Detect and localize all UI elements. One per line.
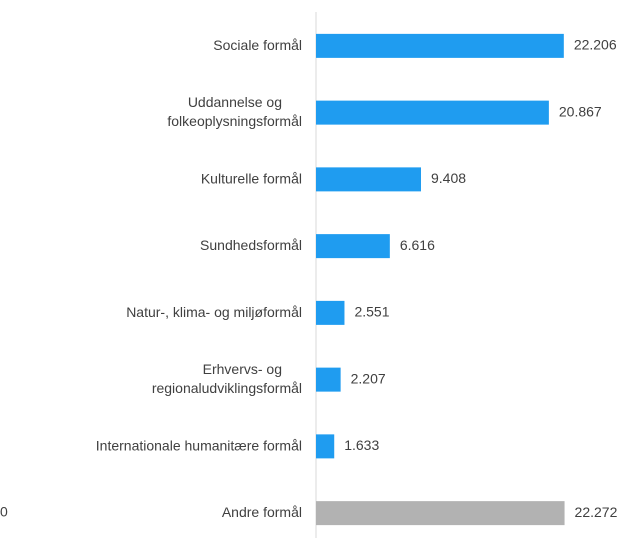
bar — [316, 167, 421, 192]
label-line: folkeoplysningsformål — [167, 113, 302, 129]
bar — [316, 33, 564, 58]
label-line: Erhvervs- og — [203, 361, 282, 377]
y-tick-label: Internationale humanitære formål — [96, 437, 302, 453]
label-line: Sociale formål — [213, 37, 302, 53]
bar — [316, 234, 390, 259]
y-tick-label: Natur-, klima- og miljøformål — [126, 304, 302, 320]
value-label: 2.551 — [354, 304, 389, 320]
y-tick-label: Uddannelse og folkeoplysningsformål — [167, 94, 302, 129]
label-line: Natur-, klima- og miljøformål — [126, 304, 302, 320]
annotation: 0 — [0, 504, 8, 520]
label-line: Internationale humanitære formål — [96, 437, 302, 453]
value-label: 9.408 — [431, 170, 466, 186]
label-line: regionaludviklingsformål — [152, 380, 302, 396]
y-tick-label: Erhvervs- og regionaludviklingsformål — [152, 361, 302, 396]
bar — [316, 100, 549, 125]
bar — [316, 434, 335, 459]
label-line: Sundhedsformål — [200, 237, 302, 253]
bar — [316, 300, 345, 325]
bar — [316, 367, 341, 392]
value-label: 1.633 — [344, 437, 379, 453]
label-line: Uddannelse og — [188, 94, 282, 110]
value-label: 20.867 — [559, 103, 602, 119]
label-line: Andre formål — [222, 504, 302, 520]
bar — [316, 501, 565, 526]
y-tick-label: Sociale formål — [213, 37, 302, 53]
label-line: Kulturelle formål — [201, 170, 302, 186]
value-label: 6.616 — [400, 237, 435, 253]
y-tick-label: Kulturelle formål — [201, 170, 302, 186]
y-tick-label: Andre formål — [222, 504, 302, 520]
value-label: 2.207 — [351, 370, 386, 386]
value-label: 22.206 — [574, 37, 617, 53]
y-tick-label: Sundhedsformål — [200, 237, 302, 253]
value-label: 22.272 — [575, 504, 618, 520]
